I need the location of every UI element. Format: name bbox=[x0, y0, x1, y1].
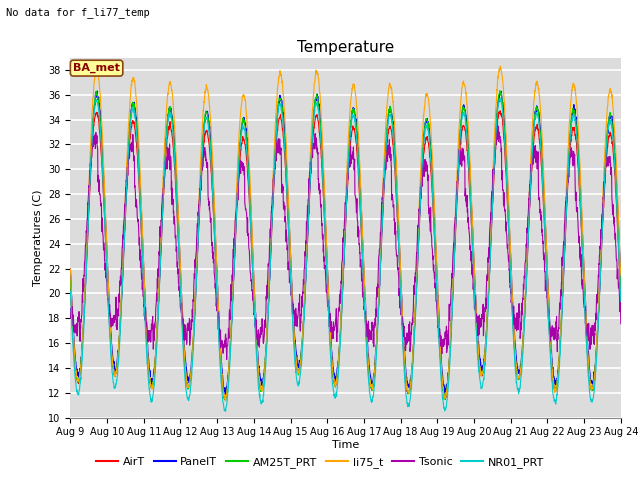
Text: No data for f_li77_temp: No data for f_li77_temp bbox=[6, 7, 150, 18]
Text: BA_met: BA_met bbox=[73, 63, 120, 73]
Title: Temperature: Temperature bbox=[297, 40, 394, 55]
Legend: AirT, PanelT, AM25T_PRT, li75_t, Tsonic, NR01_PRT: AirT, PanelT, AM25T_PRT, li75_t, Tsonic,… bbox=[92, 452, 548, 472]
Y-axis label: Temperatures (C): Temperatures (C) bbox=[33, 189, 43, 286]
X-axis label: Time: Time bbox=[332, 440, 359, 450]
